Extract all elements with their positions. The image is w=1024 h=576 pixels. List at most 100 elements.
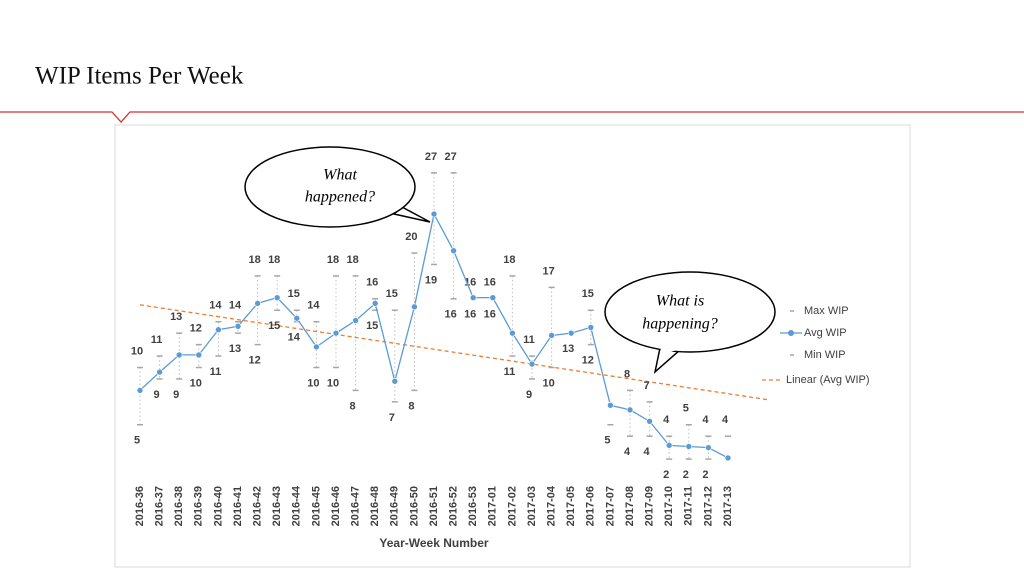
callout-text: happening? [642,316,718,333]
callout-text: What [323,167,357,184]
data-label: 18 [248,254,260,266]
avg-point [273,294,281,301]
x-tick-label: 2016-43 [271,486,283,526]
avg-point [136,387,144,394]
divider [0,111,1024,123]
data-label: 15 [366,320,378,332]
avg-point [391,377,399,385]
callout-text: What is [656,293,704,310]
avg-point [332,329,340,337]
x-tick-label: 2017-08 [624,486,636,526]
x-tick-label: 2016-52 [448,486,460,526]
avg-point [254,300,261,307]
data-label: 13 [562,343,574,355]
x-tick-label: 2016-40 [212,486,224,526]
avg-point [313,343,320,351]
data-label: 4 [702,414,709,426]
data-label: 14 [229,300,242,312]
data-label: 15 [288,288,300,300]
data-label: 9 [173,389,179,401]
x-tick-label: 2017-01 [487,486,499,526]
data-label: 11 [151,334,163,346]
data-label: 8 [350,400,356,412]
data-label: 16 [366,277,378,289]
x-tick-label: 2017-05 [565,486,577,526]
callout: What happened? [244,146,431,228]
slide-title: WIP Items Per Week [35,63,244,90]
chart-frame [114,124,911,568]
x-tick-label: 2016-44 [291,485,303,526]
data-label: 4 [644,446,651,458]
callout-bubble [604,271,776,353]
avg-point [724,454,732,462]
data-label: 5 [683,403,689,415]
legend-swatch [788,330,794,336]
data-label: 16 [444,309,456,321]
data-label: 18 [268,254,280,266]
data-label: 9 [154,389,160,401]
x-tick-label: 2017-10 [663,486,675,526]
data-label: 14 [307,300,320,312]
data-label: 4 [663,414,670,426]
x-tick-label: 2016-50 [408,486,420,526]
data-label: 15 [386,288,398,300]
data-label: 12 [248,355,260,367]
data-label: 16 [464,309,476,321]
avg-point [175,351,183,359]
data-label: 10 [327,377,339,389]
x-tick-label: 2017-09 [644,486,656,526]
avg-point [195,351,203,359]
data-label: 14 [288,332,301,344]
data-label: 11 [210,366,222,378]
x-tick-label: 2016-53 [467,486,479,526]
x-tick-label: 2016-46 [330,486,342,526]
x-tick-label: 2017-06 [585,486,597,526]
data-label: 2 [702,469,708,481]
data-label: 4 [624,446,631,458]
avg-point [587,324,595,331]
x-tick-label: 2016-42 [252,486,264,526]
data-label: 12 [582,355,594,367]
data-label: 18 [346,254,358,266]
legend-label: Avg WIP [804,327,847,339]
data-label: 11 [504,366,516,378]
x-tick-label: 2016-39 [193,486,205,526]
data-label: 7 [389,412,395,424]
callout-join [660,345,678,355]
x-tick-label: 2016-37 [154,486,166,526]
x-tick-label: 2016-49 [389,486,401,526]
data-label: 27 [425,151,437,163]
data-label: 13 [170,311,182,323]
callout-join [386,198,399,207]
avg-point [548,332,555,339]
data-label: 4 [722,414,729,426]
x-tick-label: 2016-41 [232,486,244,526]
data-label: 9 [526,389,532,401]
data-label: 27 [444,151,456,163]
callout-bubble [244,146,416,228]
x-axis-title: Year-Week Number [379,536,488,550]
avg-point [489,294,497,301]
data-label: 13 [229,343,241,355]
x-tick-label: 2016-45 [310,486,322,526]
data-label: 19 [425,274,437,286]
x-tick-label: 2016-36 [134,486,146,526]
x-tick-label: 2017-07 [604,486,616,526]
data-label: 12 [190,323,202,335]
data-label: 18 [327,254,339,266]
x-tick-label: 2016-38 [173,486,185,526]
x-tick-label: 2016-51 [428,486,440,526]
avg-point [705,444,712,451]
data-label: 17 [542,265,554,277]
x-tick-label: 2017-12 [702,486,714,526]
data-label: 7 [644,380,650,392]
avg-point [293,314,301,322]
x-tick-label: 2017-04 [546,485,558,526]
x-tick-label: 2017-03 [526,486,538,526]
data-label: 11 [523,334,535,346]
avg-point [646,418,653,425]
data-label: 18 [503,254,515,266]
data-label: 10 [307,377,319,389]
data-label: 16 [464,277,476,289]
